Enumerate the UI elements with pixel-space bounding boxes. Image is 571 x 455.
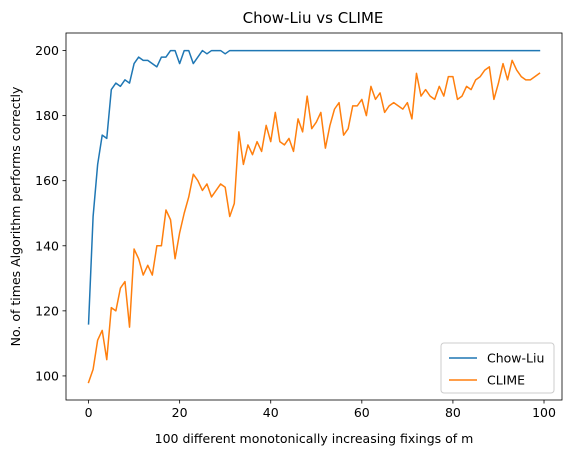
plot-area: 0 20 40 60 80 100 100 120 140 160 180 200 <box>35 32 563 420</box>
x-axis-label: 100 different monotonically increasing f… <box>155 431 474 446</box>
y-axis: 100 120 140 160 180 200 <box>35 43 66 383</box>
series-line-chow-liu <box>87 49 541 325</box>
x-axis: 0 20 40 60 80 100 <box>85 400 556 420</box>
x-tick-label: 20 <box>172 405 188 420</box>
plot-frame <box>65 32 563 401</box>
x-tick-label: 100 <box>532 405 556 420</box>
x-tick-label: 60 <box>354 405 370 420</box>
y-tick-label: 180 <box>35 108 59 123</box>
y-tick-label: 120 <box>35 303 59 318</box>
y-axis-label: No. of times Algorithm performs correctl… <box>8 86 23 346</box>
y-tick-label: 200 <box>35 43 59 58</box>
series-line-clime <box>87 59 541 384</box>
chart-title: Chow-Liu vs CLIME <box>243 9 384 27</box>
y-tick-label: 140 <box>35 238 59 253</box>
series-layer <box>87 49 541 384</box>
legend-label-clime: CLIME <box>487 373 525 388</box>
y-tick-label: 100 <box>35 368 59 383</box>
legend: Chow-Liu CLIME <box>440 342 555 394</box>
x-tick-label: 80 <box>445 405 461 420</box>
y-tick-label: 160 <box>35 173 59 188</box>
x-tick-label: 40 <box>263 405 279 420</box>
x-tick-label: 0 <box>85 405 93 420</box>
legend-label-chow-liu: Chow-Liu <box>487 351 544 366</box>
